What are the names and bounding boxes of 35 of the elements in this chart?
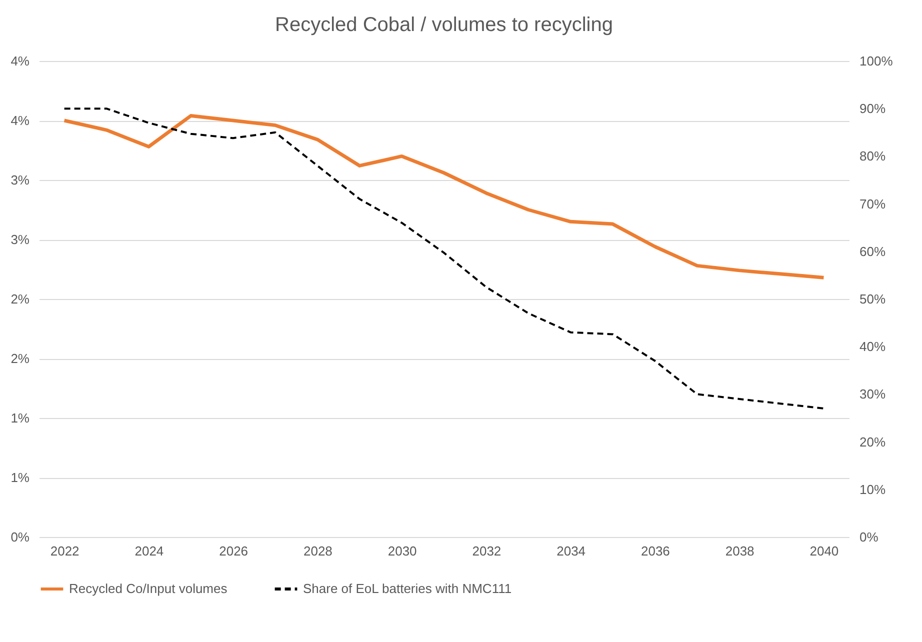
x-tick-label: 2026 — [219, 544, 248, 558]
x-tick-label: 2034 — [556, 544, 586, 558]
x-tick-label: 2038 — [725, 544, 754, 558]
line-series — [62, 114, 826, 280]
x-tick-label: 2040 — [810, 544, 839, 558]
y2-tick-label: 0% — [860, 530, 879, 544]
y2-tick-label: 90% — [860, 101, 886, 116]
y-tick-label: 0% — [10, 530, 30, 544]
y2-tick-label: 100% — [860, 54, 894, 68]
x-tick-label: 2036 — [640, 544, 670, 558]
chart-title: Recycled Cobal / volumes to recycling — [275, 14, 613, 36]
y2-tick-label: 60% — [860, 244, 886, 259]
y2-tick-label: 50% — [860, 292, 886, 306]
y2-tick-label: 70% — [860, 196, 886, 212]
x-tick-label: 2024 — [134, 544, 164, 558]
y-tick-label: 3% — [10, 172, 30, 188]
y2-tick-label: 30% — [860, 386, 886, 402]
y2-tick-label: 10% — [860, 482, 886, 497]
y-tick-label: 4% — [10, 54, 30, 68]
legend-label: Recycled Co/Input volumes — [69, 581, 228, 596]
y2-tick-label: 20% — [860, 434, 886, 450]
x-tick-label: 2030 — [388, 544, 417, 558]
y2-tick-label: 80% — [860, 148, 886, 164]
y-tick-label: 1% — [10, 410, 30, 426]
x-tick-label: 2022 — [50, 544, 80, 558]
y-tick-label: 1% — [10, 470, 30, 485]
x-tick-label: 2032 — [472, 544, 502, 558]
y-tick-label: 2% — [10, 351, 30, 366]
y2-tick-label: 40% — [860, 339, 886, 354]
line-series — [63, 108, 825, 410]
legend-label: Share of EoL batteries with NMC111 — [303, 581, 512, 596]
y-tick-label: 2% — [10, 292, 30, 306]
x-tick-label: 2028 — [303, 544, 332, 558]
y-tick-label: 4% — [10, 113, 30, 128]
y-tick-label: 3% — [10, 232, 30, 247]
